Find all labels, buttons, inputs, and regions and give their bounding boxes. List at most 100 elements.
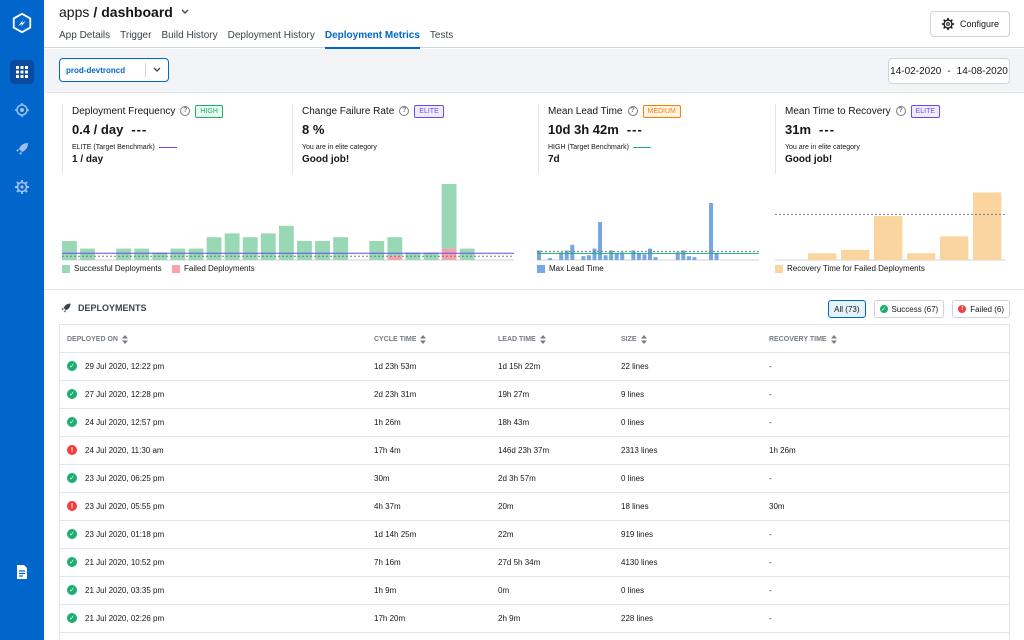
lead-time-bar[interactable] bbox=[620, 252, 625, 260]
help-icon[interactable]: ? bbox=[895, 106, 906, 116]
table-row[interactable]: ! 23 Jul 2020, 05:55 pm 4h 37m 20m 18 lines 3… bbox=[60, 493, 1009, 521]
tab-deployment-metrics[interactable]: Deployment Metrics bbox=[324, 30, 420, 49]
table-row[interactable]: ✓ 21 Jul 2020, 03:35 pm 1h 9m 0m 0 lines - bbox=[60, 577, 1009, 605]
deployment-rocket-nav-icon[interactable] bbox=[10, 137, 34, 161]
date-separator: - bbox=[947, 65, 951, 77]
recovery-time-bar[interactable] bbox=[808, 253, 837, 260]
lead-time-bar[interactable] bbox=[648, 248, 652, 260]
table-row[interactable]: ✓ 23 Jul 2020, 06:25 pm 30m 2d 3h 57m 0 line… bbox=[60, 465, 1009, 493]
tab-trigger[interactable]: Trigger bbox=[120, 30, 152, 41]
lead-time-bar[interactable] bbox=[614, 253, 619, 260]
failed-deployment-bar[interactable] bbox=[441, 248, 457, 260]
successful-deployment-bar[interactable] bbox=[297, 241, 312, 260]
successful-deployment-bar[interactable] bbox=[441, 184, 457, 249]
cell-deployed-on: ✓ 27 Jul 2020, 12:28 pm bbox=[67, 389, 164, 399]
lead-time-bar[interactable] bbox=[692, 257, 697, 260]
tab-deployment-history[interactable]: Deployment History bbox=[227, 30, 315, 41]
successful-deployment-bar[interactable] bbox=[116, 248, 132, 260]
lead-time-bar[interactable] bbox=[636, 253, 641, 260]
lead-time-bar[interactable] bbox=[598, 222, 603, 260]
column-recovery-time[interactable]: RECOVERY TIME bbox=[769, 335, 837, 344]
column-deployed-on[interactable]: DEPLOYED ON bbox=[67, 335, 128, 344]
lead-time-bar[interactable] bbox=[586, 255, 591, 260]
cell-deployed-on: ✓ 29 Jul 2020, 12:22 pm bbox=[67, 361, 164, 371]
successful-deployment-bar[interactable] bbox=[387, 237, 403, 257]
lead-time-bar[interactable] bbox=[642, 254, 647, 260]
successful-deployment-bar[interactable] bbox=[62, 241, 77, 260]
environment-select[interactable]: prod-devtroncd bbox=[59, 58, 169, 82]
lead-time-bar[interactable] bbox=[675, 252, 680, 260]
documentation-nav-icon[interactable] bbox=[10, 560, 34, 584]
lead-time-bar[interactable] bbox=[548, 258, 553, 260]
column-lead-time[interactable]: LEAD TIME bbox=[498, 335, 546, 344]
filter-success-button[interactable]: ✓ Success (67) bbox=[873, 300, 945, 318]
lead-time-bar[interactable] bbox=[564, 250, 569, 261]
help-icon[interactable]: ? bbox=[399, 106, 410, 116]
tab-tests[interactable]: Tests bbox=[429, 30, 454, 41]
successful-deployment-bar[interactable] bbox=[242, 237, 258, 260]
successful-deployment-bar[interactable] bbox=[188, 248, 204, 260]
cell-size: 919 lines bbox=[621, 530, 654, 539]
successful-deployment-bar[interactable] bbox=[278, 225, 294, 260]
table-row[interactable]: ✓ 21 Jul 2020, 10:52 pm 7h 16m 27d 5h 34m 41… bbox=[60, 549, 1009, 577]
metrics-charts bbox=[62, 184, 1006, 261]
recovery-time-bar[interactable] bbox=[874, 216, 903, 260]
lead-time-bar[interactable] bbox=[570, 244, 575, 260]
filter-failed-button[interactable]: ! Failed (6) bbox=[952, 300, 1010, 318]
successful-deployment-bar[interactable] bbox=[333, 237, 349, 260]
column-size[interactable]: SIZE bbox=[621, 335, 647, 344]
configure-button[interactable]: Configure bbox=[929, 11, 1010, 37]
cell-cycle-time: 1d 14h 25m bbox=[374, 530, 417, 539]
successful-deployment-bar[interactable] bbox=[369, 241, 385, 260]
table-row[interactable]: ! 24 Jul 2020, 11:30 am 17h 4m 146d 23h 37m… bbox=[60, 437, 1009, 465]
breadcrumb-apps-link[interactable]: apps bbox=[59, 4, 90, 20]
help-icon[interactable]: ? bbox=[627, 106, 638, 116]
lead-time-bar[interactable] bbox=[653, 257, 658, 260]
chart-store-nav-icon[interactable] bbox=[10, 98, 34, 122]
table-row[interactable]: ✓ 27 Jul 2020, 12:28 pm 2d 23h 31m 19h 27m 9… bbox=[60, 381, 1009, 409]
metric-category-message: Good job! bbox=[785, 154, 833, 165]
tab-app-details[interactable]: App Details bbox=[59, 30, 111, 41]
table-row[interactable]: ✓ 24 Jul 2020, 12:57 pm 1h 26m 18h 43m 0 lin… bbox=[60, 409, 1009, 437]
successful-deployment-bar[interactable] bbox=[405, 252, 421, 260]
recovery-time-bar[interactable] bbox=[841, 249, 870, 260]
date-range-picker[interactable]: 14-02-2020 - 14-08-2020 bbox=[888, 58, 1010, 84]
lead-time-bar[interactable] bbox=[714, 253, 719, 260]
table-row[interactable]: ✓ 29 Jul 2020, 12:22 pm 1d 23h 53m 1d 15h 2… bbox=[60, 353, 1009, 381]
chevron-down-icon[interactable] bbox=[181, 9, 189, 15]
lead-time-bar[interactable] bbox=[686, 256, 691, 260]
successful-deployment-bar[interactable] bbox=[459, 248, 475, 260]
filter-all-button[interactable]: All (73) bbox=[828, 300, 866, 318]
recovery-time-bar[interactable] bbox=[940, 236, 969, 260]
recovery-time-bar[interactable] bbox=[973, 192, 1002, 260]
lead-time-bar[interactable] bbox=[709, 203, 714, 260]
tab-build-history[interactable]: Build History bbox=[161, 30, 218, 41]
table-row[interactable]: ✓ 21 Jul 2020, 02:26 pm 17h 20m 2h 9m 228 li… bbox=[60, 605, 1009, 633]
breadcrumb-app-name[interactable]: dashboard bbox=[101, 4, 173, 20]
successful-deployment-bar[interactable] bbox=[206, 237, 222, 260]
lead-time-bar[interactable] bbox=[609, 250, 614, 261]
column-cycle-time[interactable]: CYCLE TIME bbox=[374, 335, 427, 344]
lead-time-bar[interactable] bbox=[559, 252, 564, 260]
lead-time-bar[interactable] bbox=[681, 250, 686, 261]
recovery-time-bar[interactable] bbox=[907, 253, 936, 260]
table-row[interactable]: ✓ 23 Jul 2020, 01:18 pm 1d 14h 25m 22m 919 l… bbox=[60, 521, 1009, 549]
success-status-icon: ✓ bbox=[67, 473, 77, 483]
devtron-logo-icon[interactable] bbox=[11, 12, 33, 34]
applications-nav-icon[interactable] bbox=[10, 60, 34, 84]
deployed-on-value: 24 Jul 2020, 12:57 pm bbox=[85, 417, 165, 427]
metric-benchmark-label: ELITE (Target Benchmark) bbox=[72, 144, 155, 151]
lead-time-bar[interactable] bbox=[603, 255, 608, 260]
lead-time-bar[interactable] bbox=[581, 256, 586, 260]
global-config-nav-icon[interactable] bbox=[10, 175, 34, 199]
lead-time-bar[interactable] bbox=[592, 248, 597, 260]
successful-deployment-bar[interactable] bbox=[134, 248, 150, 260]
successful-deployment-bar[interactable] bbox=[315, 241, 330, 260]
cell-cycle-time: 30m bbox=[374, 474, 390, 483]
successful-deployment-bar[interactable] bbox=[80, 248, 95, 260]
help-icon[interactable]: ? bbox=[180, 106, 191, 116]
successful-deployment-bar[interactable] bbox=[170, 248, 186, 260]
lead-time-bar[interactable] bbox=[537, 250, 541, 261]
failed-deployment-bar[interactable] bbox=[387, 256, 403, 260]
lead-time-bar[interactable] bbox=[631, 250, 636, 261]
